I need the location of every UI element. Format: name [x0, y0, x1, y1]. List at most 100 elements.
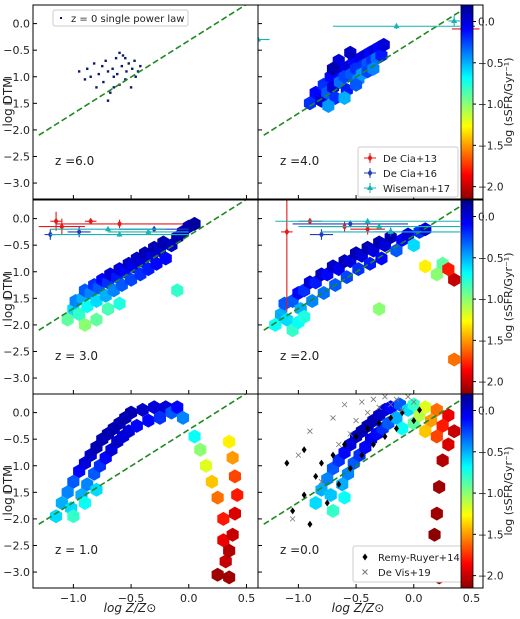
- obs-marker: [399, 407, 406, 413]
- sim-hexbin: [373, 302, 386, 316]
- obs-marker: [410, 399, 417, 405]
- sim-point: [129, 86, 133, 89]
- sim-hexbin: [338, 91, 351, 105]
- sim-hexbin: [442, 262, 455, 277]
- legend-label: Wiseman+17: [383, 184, 450, 195]
- legend-label: Remy-Ruyer+14: [378, 553, 460, 564]
- sim-hexbin: [171, 400, 184, 415]
- sim-hexbin: [336, 477, 349, 492]
- sim-hexbin: [396, 421, 409, 436]
- obs-marker: [116, 231, 123, 237]
- sim-hexbin: [223, 434, 236, 449]
- sim-hexbin: [101, 302, 115, 316]
- sim-hexbin: [430, 267, 443, 282]
- y-axis-label: log DTM: [1, 466, 15, 515]
- y-tick-label: −1.0: [3, 71, 30, 84]
- sim-hexbin: [188, 429, 201, 444]
- obs-marker: [284, 228, 290, 236]
- obs-marker: [289, 516, 296, 522]
- sim-point: [77, 70, 81, 73]
- obs-marker: [376, 419, 382, 427]
- sim-hexbin: [375, 48, 388, 63]
- y-tick-label: −0.5: [3, 44, 30, 57]
- sim-hexbin: [226, 450, 239, 465]
- panel-z6: 0.0 −0.5 −1.0 −1.5 −2.0 −2.5 −3.0 z =6.0 log DTM…: [1, 4, 259, 200]
- redshift-label: z = 1.0: [55, 543, 98, 557]
- colorbar-tick-label: −2.0: [478, 571, 504, 583]
- sim-point: [114, 56, 118, 60]
- sim-hexbin: [200, 458, 213, 473]
- sim-hexbin: [50, 509, 63, 524]
- colorbar-tick-label: −2.0: [478, 182, 504, 194]
- sim-point: [121, 54, 125, 57]
- sim-hexbin: [436, 418, 449, 433]
- legend-label: z = 0 single power law: [71, 14, 184, 25]
- y-tick-label: 0.0: [13, 407, 31, 420]
- x-tick-label: 0.0: [180, 592, 198, 605]
- x-tick-label: −1.0: [60, 592, 87, 605]
- sim-hexbin: [419, 400, 432, 415]
- x-axis-label-left: log Z/Z⊙: [104, 601, 157, 615]
- obs-marker: [330, 415, 336, 421]
- sim-hexbin: [407, 397, 420, 412]
- obs-marker: [76, 228, 82, 236]
- sim-point: [118, 51, 121, 55]
- power-law-line: [263, 5, 472, 136]
- y-axis-label: log DTM: [1, 77, 15, 126]
- sim-hexbin: [217, 533, 230, 548]
- sim-hexbin: [81, 477, 94, 492]
- sim-point: [92, 62, 96, 65]
- sim-hexbin: [315, 482, 328, 497]
- sim-hexbin: [306, 294, 319, 308]
- sim-hexbin: [67, 474, 80, 489]
- sim-hexbin: [90, 482, 103, 497]
- y-tick-label: −0.5: [3, 433, 30, 446]
- sim-point: [125, 70, 128, 73]
- colorbar-tick-label: 0.0: [478, 212, 495, 224]
- sim-hexbin: [205, 474, 218, 489]
- y-tick-label: 0.0: [13, 18, 31, 31]
- sim-hexbin: [150, 256, 163, 271]
- y-tick-label: −1.5: [3, 292, 30, 305]
- sim-hexbin: [78, 496, 91, 510]
- obs-marker: [370, 396, 377, 403]
- sim-point: [83, 78, 87, 81]
- colorbar-tick-label: 0.0: [478, 406, 495, 418]
- sim-point: [95, 86, 98, 89]
- colorbar-tick-label: −1.0: [478, 488, 504, 500]
- redshift-label: z =4.0: [280, 154, 319, 168]
- sim-point: [102, 80, 105, 84]
- obs-marker: [284, 459, 290, 467]
- sim-hexbin: [81, 299, 94, 314]
- obs-marker: [301, 446, 307, 454]
- sim-hexbin: [442, 437, 455, 452]
- sim-hexbin: [228, 506, 241, 521]
- power-law-line: [263, 200, 472, 331]
- sim-point: [97, 72, 100, 76]
- sim-hexbin: [430, 506, 443, 521]
- sim-hexbin: [148, 400, 161, 415]
- x-tick-label: 0.5: [238, 592, 256, 605]
- sim-hexbin: [377, 37, 390, 52]
- sim-hexbin: [142, 413, 155, 428]
- sim-hexbin: [223, 570, 236, 585]
- sim-hexbin: [344, 45, 357, 60]
- legend-observations-local: Remy-Ruyer+14 De Vis+19: [352, 545, 464, 583]
- legend-marker: [362, 569, 368, 575]
- sim-hexbin: [390, 243, 403, 258]
- panel-background: [33, 5, 258, 199]
- redshift-label: z = 3.0: [55, 349, 98, 363]
- sim-hexbin: [433, 480, 446, 494]
- obs-marker: [105, 225, 111, 232]
- power-law-line: [263, 394, 472, 525]
- sim-hexbin: [269, 317, 282, 332]
- y-tick-label: −1.0: [3, 266, 30, 279]
- y-tick-label: −3.0: [3, 177, 30, 190]
- y-tick-label: −2.5: [3, 539, 30, 552]
- obs-marker: [324, 499, 330, 507]
- obs-marker: [393, 22, 400, 29]
- panel-z1: 0.0 −0.5 −1.0 −1.5 −2.0 −2.5 −3.0 −1.0 −0.5 0.0 0.…: [1, 393, 259, 605]
- sim-hexbin: [73, 307, 86, 322]
- sim-point: [112, 86, 115, 89]
- obs-marker: [347, 464, 353, 472]
